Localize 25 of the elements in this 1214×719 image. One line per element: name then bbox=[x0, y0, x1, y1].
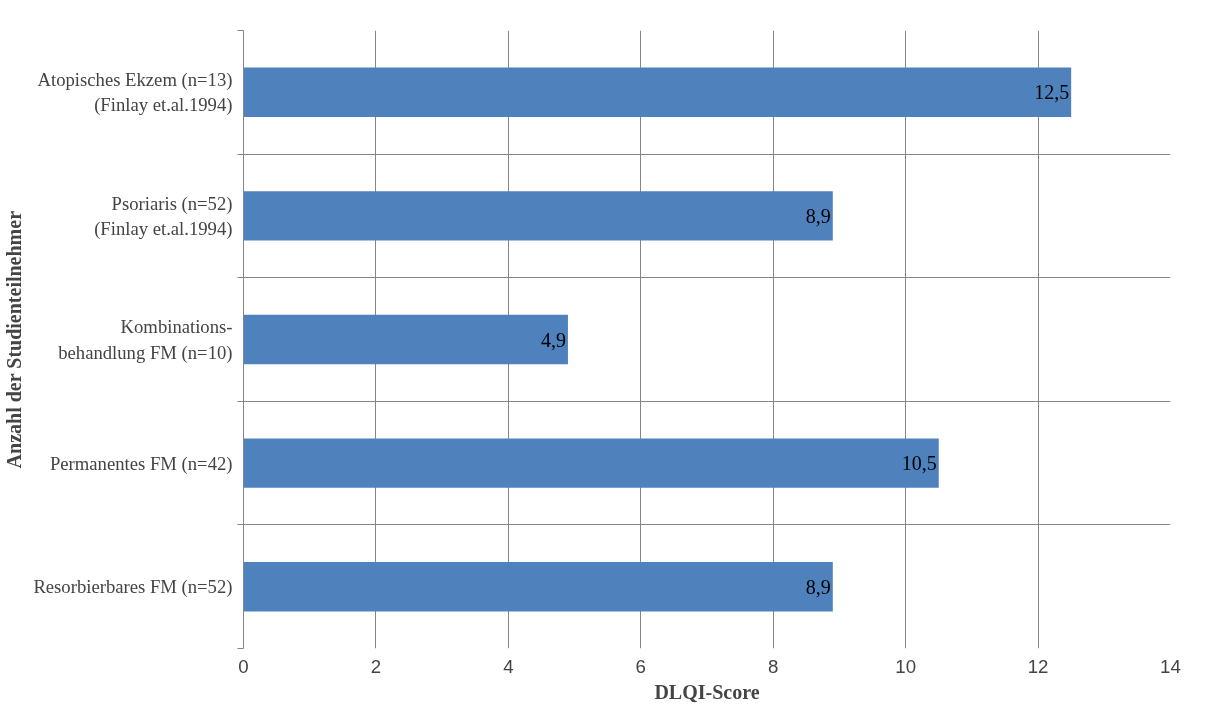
y-tick-label: Permanentes FM (n=42) bbox=[49, 452, 233, 475]
bar bbox=[243, 561, 833, 612]
y-tick-label: Kombinations- behandlung FM (n=10) bbox=[58, 316, 233, 364]
data-label: 10,5 bbox=[901, 452, 937, 475]
y-axis-title: Anzahl der Studienteilnehmer bbox=[3, 210, 26, 469]
data-label: 8,9 bbox=[805, 575, 831, 598]
y-tick-label: Psoriaris (n=52) (Finlay et.al.1994) bbox=[94, 192, 233, 240]
y-tick-label: Resorbierbares FM (n=52) bbox=[33, 576, 233, 599]
x-tick-label: 4 bbox=[503, 655, 514, 677]
x-tick-label: 8 bbox=[768, 655, 779, 677]
bar bbox=[243, 67, 1072, 118]
x-tick-label: 6 bbox=[635, 655, 646, 677]
data-label: 12,5 bbox=[1034, 81, 1070, 104]
x-tick-label: 10 bbox=[895, 655, 917, 677]
bar bbox=[243, 191, 833, 241]
bar bbox=[243, 438, 939, 488]
data-label: 4,9 bbox=[540, 328, 566, 351]
x-axis-title: DLQI-Score bbox=[654, 680, 760, 703]
x-tick-label: 12 bbox=[1027, 655, 1049, 677]
x-tick-label: 14 bbox=[1160, 655, 1181, 677]
x-tick-label: 2 bbox=[370, 655, 382, 677]
x-tick-label: 0 bbox=[238, 655, 249, 677]
bar bbox=[243, 314, 568, 365]
y-tick-label: Atopisches Ekzem (n=13) (Finlay et.al.1994) bbox=[37, 69, 233, 117]
data-label: 8,9 bbox=[805, 204, 831, 227]
